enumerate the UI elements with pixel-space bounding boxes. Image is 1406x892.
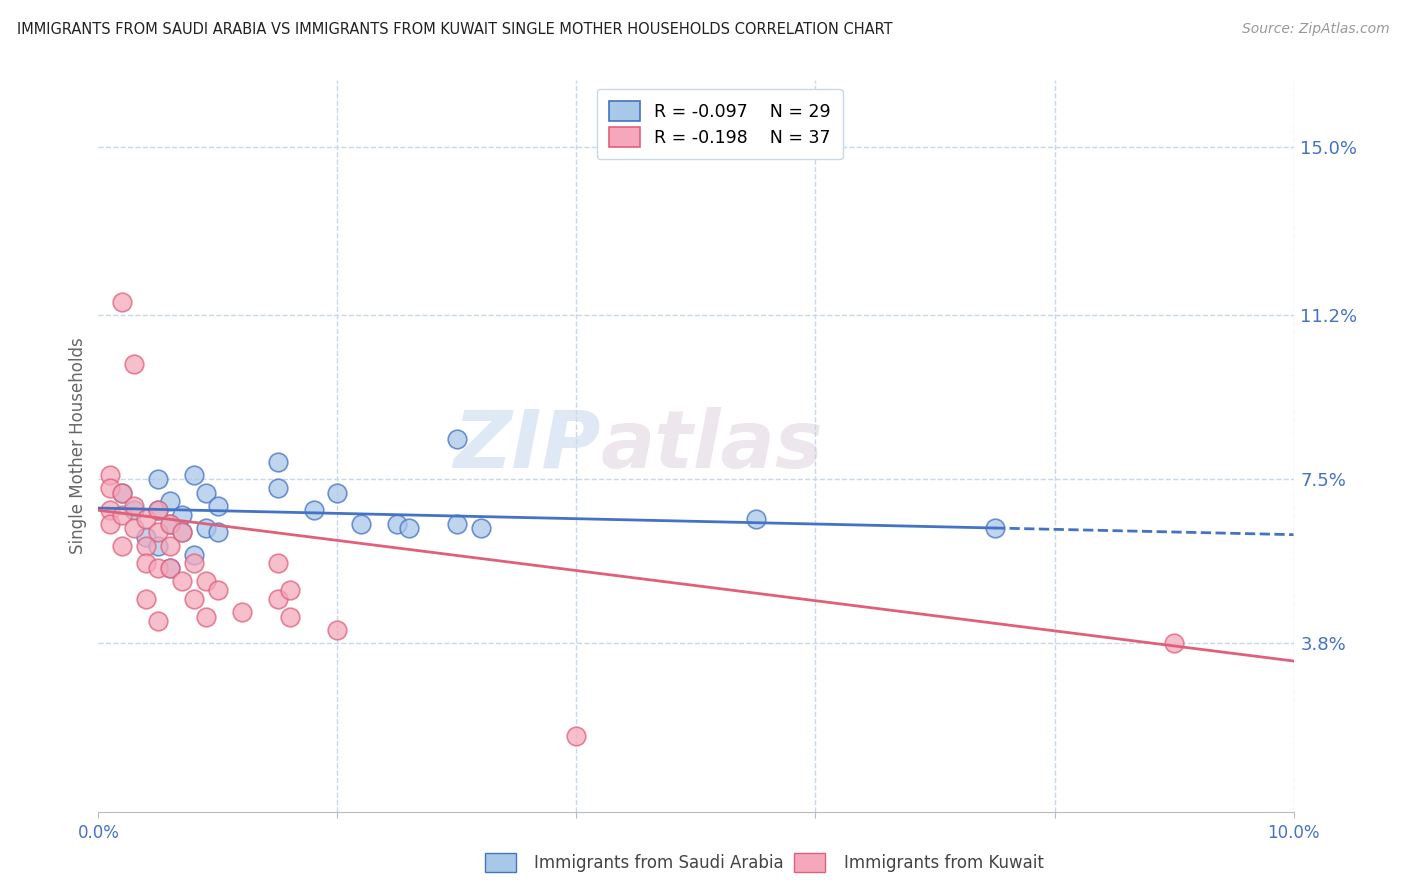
Point bbox=[745, 512, 768, 526]
Point bbox=[159, 561, 181, 575]
Point bbox=[135, 591, 157, 606]
Point bbox=[148, 561, 170, 575]
Point bbox=[470, 521, 492, 535]
Point bbox=[124, 503, 146, 517]
Point bbox=[565, 730, 588, 744]
Text: Immigrants from Saudi Arabia: Immigrants from Saudi Arabia bbox=[534, 855, 785, 872]
Point bbox=[159, 494, 181, 508]
Point bbox=[159, 516, 181, 531]
Point bbox=[159, 539, 181, 553]
Point bbox=[111, 485, 134, 500]
Point bbox=[207, 583, 229, 598]
Point bbox=[124, 357, 146, 371]
Point bbox=[111, 508, 134, 522]
Point bbox=[124, 521, 146, 535]
Point bbox=[398, 521, 420, 535]
Point bbox=[148, 472, 170, 486]
Point bbox=[148, 503, 170, 517]
Point bbox=[148, 614, 170, 628]
Point bbox=[326, 485, 349, 500]
Point bbox=[267, 481, 290, 495]
Y-axis label: Single Mother Households: Single Mother Households bbox=[69, 338, 87, 554]
Point bbox=[159, 516, 181, 531]
Point bbox=[135, 539, 157, 553]
Text: ZIP: ZIP bbox=[453, 407, 600, 485]
Point bbox=[302, 503, 325, 517]
Point bbox=[446, 433, 468, 447]
Point bbox=[135, 512, 157, 526]
Point bbox=[100, 516, 122, 531]
Point bbox=[326, 623, 349, 637]
Point bbox=[148, 503, 170, 517]
Point bbox=[267, 454, 290, 468]
Point bbox=[172, 574, 194, 589]
Point bbox=[159, 561, 181, 575]
Text: Immigrants from Kuwait: Immigrants from Kuwait bbox=[844, 855, 1043, 872]
Point bbox=[231, 605, 253, 619]
Point bbox=[446, 516, 468, 531]
Point bbox=[100, 503, 122, 517]
Point bbox=[385, 516, 409, 531]
Point bbox=[172, 508, 194, 522]
Point bbox=[207, 499, 229, 513]
Point bbox=[111, 539, 134, 553]
Text: atlas: atlas bbox=[600, 407, 823, 485]
Point bbox=[984, 521, 1007, 535]
Point bbox=[148, 539, 170, 553]
Point bbox=[195, 485, 218, 500]
Text: IMMIGRANTS FROM SAUDI ARABIA VS IMMIGRANTS FROM KUWAIT SINGLE MOTHER HOUSEHOLDS : IMMIGRANTS FROM SAUDI ARABIA VS IMMIGRAN… bbox=[17, 22, 893, 37]
Text: Source: ZipAtlas.com: Source: ZipAtlas.com bbox=[1241, 22, 1389, 37]
Point bbox=[111, 485, 134, 500]
Point bbox=[350, 516, 373, 531]
Point bbox=[207, 525, 229, 540]
Point bbox=[267, 591, 290, 606]
Point bbox=[1163, 636, 1185, 650]
Legend: R = -0.097    N = 29, R = -0.198    N = 37: R = -0.097 N = 29, R = -0.198 N = 37 bbox=[596, 89, 844, 160]
Point bbox=[135, 557, 157, 571]
Point bbox=[278, 609, 301, 624]
Point bbox=[183, 467, 205, 482]
Point bbox=[195, 521, 218, 535]
FancyBboxPatch shape bbox=[485, 853, 516, 872]
Point bbox=[148, 525, 170, 540]
Point bbox=[278, 583, 301, 598]
Point bbox=[183, 548, 205, 562]
Point bbox=[183, 557, 205, 571]
Point bbox=[111, 294, 134, 309]
Point bbox=[100, 481, 122, 495]
Point bbox=[124, 499, 146, 513]
Point bbox=[100, 467, 122, 482]
Point bbox=[195, 609, 218, 624]
Point bbox=[172, 525, 194, 540]
Point bbox=[135, 530, 157, 544]
Point bbox=[183, 591, 205, 606]
Point bbox=[195, 574, 218, 589]
Point bbox=[172, 525, 194, 540]
FancyBboxPatch shape bbox=[794, 853, 825, 872]
Point bbox=[267, 557, 290, 571]
